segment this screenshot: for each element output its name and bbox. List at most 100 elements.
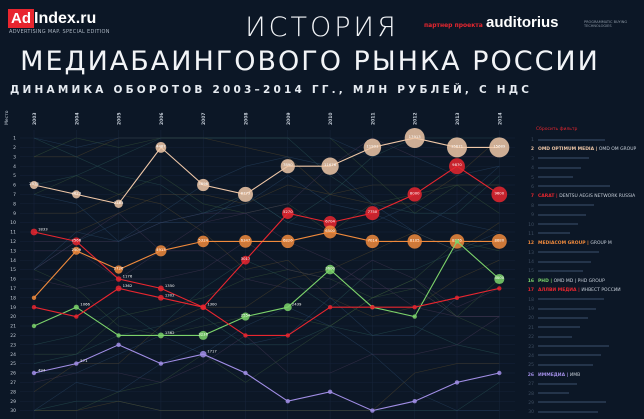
legend-row[interactable]: 26 ИММЕДИА | ИМВ — [522, 371, 644, 380]
series-point[interactable] — [199, 350, 207, 358]
series-point[interactable] — [281, 207, 294, 220]
adindex-logo[interactable]: Ad Index.ru — [8, 8, 96, 28]
series-point[interactable] — [31, 295, 37, 300]
legend-row[interactable]: 29 — [522, 399, 644, 408]
series-point[interactable] — [454, 239, 460, 244]
series-point[interactable] — [201, 305, 206, 310]
legend-row[interactable]: 25 — [522, 361, 644, 370]
series-point[interactable] — [407, 187, 422, 202]
x-tick-label[interactable]: 2006 — [159, 112, 165, 125]
series-point[interactable] — [285, 333, 290, 338]
series-line[interactable] — [33, 344, 500, 412]
series-point[interactable] — [454, 380, 460, 385]
series-3[interactable]: 1066 1362 3216 2554 2439 3600 4000 — [31, 239, 505, 340]
legend-row[interactable]: 23 — [522, 343, 644, 352]
series-0[interactable]: 2578 2623 2783 4487 5898 8773 7890 11676 11901 17… — [29, 128, 510, 209]
legend-row[interactable]: 7 CARAT | DENTSU AEGIS NETWORK RUSSIA — [522, 192, 644, 201]
legend-row[interactable]: 5 — [522, 174, 644, 183]
legend-row[interactable]: 20 — [522, 314, 644, 323]
series-point[interactable] — [323, 216, 337, 230]
series-point[interactable] — [491, 186, 508, 203]
series-point[interactable] — [283, 303, 292, 312]
series-point[interactable] — [365, 234, 380, 249]
series-point[interactable] — [325, 264, 335, 275]
series-point[interactable] — [323, 225, 337, 239]
x-tick-label[interactable]: 2005 — [117, 112, 123, 125]
series-point[interactable] — [241, 255, 250, 265]
series-point[interactable] — [497, 286, 502, 291]
legend-row[interactable]: 16 PHD | OMD MD | PHD GROUP — [522, 277, 644, 286]
series-point[interactable] — [449, 158, 465, 175]
series-point[interactable] — [412, 314, 417, 319]
series-point[interactable] — [158, 294, 164, 301]
legend-row[interactable]: 24 — [522, 352, 644, 361]
series-point[interactable] — [115, 276, 122, 282]
series-point[interactable] — [494, 273, 505, 285]
series-2[interactable]: 2509272649135324634768266500701481058276… — [31, 225, 507, 300]
series-point[interactable] — [327, 305, 333, 310]
series-point[interactable] — [327, 389, 333, 394]
series-point[interactable] — [404, 128, 425, 148]
series-point[interactable] — [285, 399, 290, 404]
legend-row[interactable]: 3 — [522, 155, 644, 164]
series-point[interactable] — [73, 304, 79, 310]
legend-row[interactable]: 12 MEDIACOM GROUP | GROUP M — [522, 239, 644, 248]
series-point[interactable] — [281, 234, 295, 249]
legend-row[interactable]: 21 — [522, 324, 644, 333]
series-point[interactable] — [243, 370, 248, 376]
legend-row[interactable]: 28 — [522, 390, 644, 399]
series-point[interactable] — [497, 370, 502, 376]
series-point[interactable] — [74, 361, 79, 366]
legend-row[interactable]: 8 — [522, 202, 644, 211]
series-point[interactable] — [30, 228, 38, 236]
series-point[interactable] — [74, 314, 79, 319]
x-tick-label[interactable]: 2011 — [370, 112, 376, 125]
series-line[interactable] — [33, 287, 500, 336]
x-tick-label[interactable]: 2010 — [328, 112, 334, 125]
series-point[interactable] — [447, 137, 467, 158]
legend-row[interactable]: 15 — [522, 267, 644, 276]
series-4[interactable]: 1362 1302 — [31, 283, 502, 338]
series-point[interactable] — [365, 206, 380, 221]
series-point[interactable] — [370, 408, 375, 413]
series-point[interactable] — [239, 235, 252, 248]
x-tick-label[interactable]: 2012 — [413, 112, 419, 125]
legend-row[interactable]: 27 — [522, 380, 644, 389]
series-point[interactable] — [370, 305, 375, 310]
series-point[interactable] — [158, 361, 164, 366]
series-point[interactable] — [157, 285, 164, 292]
series-point[interactable] — [197, 178, 210, 192]
auditorius-logo[interactable]: auditorius — [486, 14, 559, 31]
series-point[interactable] — [412, 305, 417, 310]
x-tick-label[interactable]: 2007 — [201, 112, 207, 125]
legend-row[interactable]: 10 — [522, 221, 644, 230]
x-tick-label[interactable]: 2014 — [497, 112, 503, 125]
series-point[interactable] — [72, 237, 81, 246]
series-point[interactable] — [31, 305, 37, 310]
series-point[interactable] — [489, 137, 510, 158]
series-point[interactable] — [115, 285, 122, 292]
legend-row[interactable]: 2 OMD OPTIMUM MEDIA | OMD OM GROUP — [522, 145, 644, 154]
series-point[interactable] — [72, 246, 81, 255]
series-point[interactable] — [29, 180, 39, 190]
x-tick-label[interactable]: 2003 — [32, 112, 38, 125]
series-point[interactable] — [407, 234, 422, 249]
series-1[interactable]: 1833 2566 1176 1350 1300 3017 5270 6704 7750 8000… — [30, 158, 508, 311]
legend-row[interactable]: 13 — [522, 249, 644, 258]
legend-row[interactable]: 11 — [522, 230, 644, 239]
reset-filter-link[interactable]: Сбросить фильтр — [536, 127, 578, 132]
series-point[interactable] — [321, 157, 339, 175]
series-point[interactable] — [157, 332, 164, 339]
series-point[interactable] — [243, 333, 248, 338]
series-point[interactable] — [454, 295, 460, 300]
legend-row[interactable]: 6 — [522, 183, 644, 192]
x-tick-label[interactable]: 2009 — [286, 112, 292, 125]
legend-row[interactable]: 18 — [522, 296, 644, 305]
x-tick-label[interactable]: 2008 — [244, 112, 250, 125]
legend-row[interactable]: 9 — [522, 211, 644, 220]
series-point[interactable] — [238, 186, 253, 202]
series-line[interactable] — [33, 165, 500, 308]
series-line[interactable] — [33, 240, 500, 336]
series-point[interactable] — [197, 235, 210, 248]
legend-row[interactable]: 4 — [522, 164, 644, 173]
